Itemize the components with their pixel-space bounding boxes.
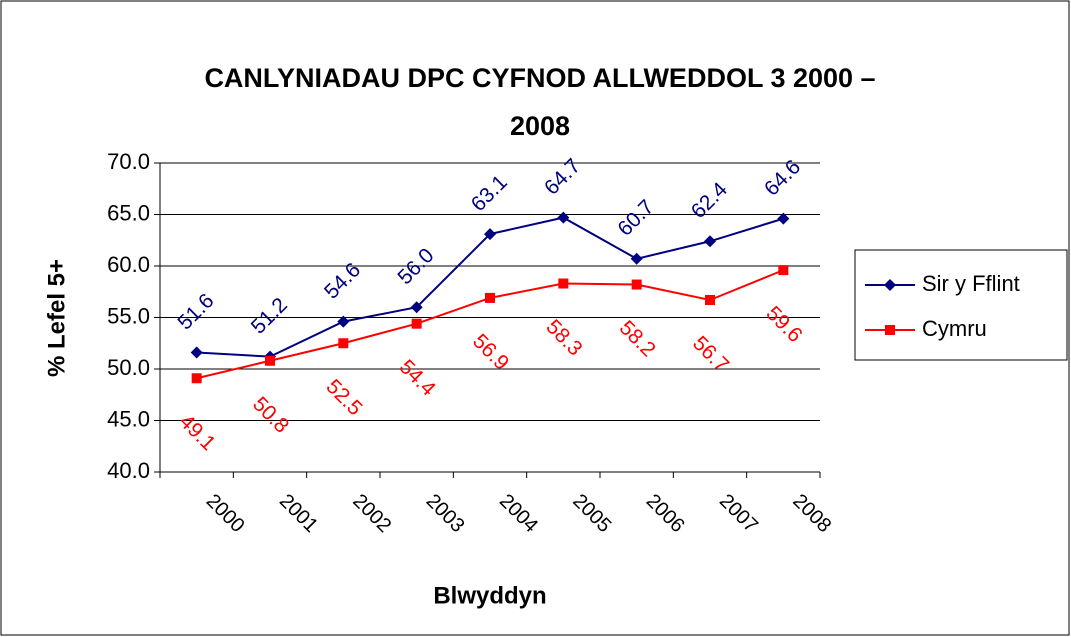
legend-box: [854, 249, 1068, 361]
y-tick-label: 45.0: [107, 406, 150, 431]
y-axis-label: % Lefel 5+: [43, 259, 70, 377]
y-tick-label: 65.0: [107, 200, 150, 225]
x-axis-label: Blwyddyn: [433, 582, 546, 609]
marker: [190, 346, 203, 359]
marker: [411, 318, 422, 329]
y-tick-label: 40.0: [107, 458, 150, 483]
marker: [410, 301, 423, 314]
y-tick-label: 70.0: [107, 149, 150, 174]
marker: [484, 228, 496, 241]
y-tick-label: 50.0: [107, 355, 150, 380]
y-tick-label: 60.0: [107, 252, 150, 277]
y-tick-label: 55.0: [107, 303, 150, 328]
marker: [191, 373, 202, 384]
legend-label: Cymru: [922, 316, 987, 341]
marker: [777, 212, 790, 225]
legend-marker: [885, 325, 895, 335]
marker: [630, 252, 643, 265]
marker: [485, 292, 495, 303]
chart-title: CANLYNIADAU DPC CYFNOD ALLWEDDOL 3 2000 …: [204, 63, 875, 93]
marker: [557, 211, 570, 224]
marker: [337, 315, 350, 328]
marker: [705, 294, 715, 305]
marker: [778, 265, 789, 276]
marker: [338, 338, 349, 349]
legend-label: Sir y Fflint: [922, 271, 1020, 296]
marker: [265, 355, 275, 366]
marker: [631, 279, 642, 290]
chart-title: 2008: [510, 111, 570, 141]
legend-marker: [884, 279, 896, 291]
marker: [558, 278, 569, 289]
marker: [704, 235, 716, 248]
